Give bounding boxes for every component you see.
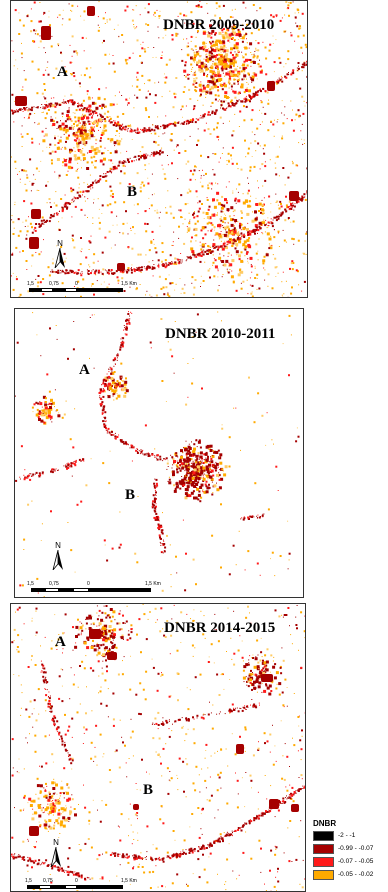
scale-tick: 0	[75, 878, 78, 884]
map-panel-2010-2011: DNBR 2010-2011 A B N 1,5 0,75 0 1,5 Km	[14, 308, 304, 598]
panel-title: DNBR 2009-2010	[163, 17, 275, 33]
dnbr-map-2010-2011	[15, 311, 300, 597]
scale-tick: 0,75	[49, 281, 59, 287]
north-label: N	[55, 541, 61, 550]
scale-bar: 1,5 0,75 0 1,5 Km	[25, 878, 137, 891]
scale-tick: 1,5 Km	[145, 581, 161, 587]
north-arrow-icon	[52, 550, 63, 570]
north-arrow-icon	[50, 847, 61, 867]
legend-item: -0.07 - -0.05	[313, 856, 388, 869]
scale-tick: 0	[75, 281, 78, 287]
panel-title: DNBR 2010-2011	[165, 326, 276, 342]
scale-tick: 0,75	[49, 581, 59, 587]
site-label-a: A	[55, 634, 66, 650]
legend-swatch	[313, 844, 334, 854]
scale-tick: 1,5	[25, 878, 32, 884]
scale-tick: 1,5 Km	[121, 878, 137, 884]
north-arrow: N	[49, 838, 63, 867]
panel-title: DNBR 2014-2015	[164, 620, 276, 636]
scale-bar: 1,5 0,75 0 1,5 Km	[27, 281, 137, 295]
scale-tick: 1,5	[27, 581, 34, 587]
legend-swatch	[313, 831, 334, 841]
north-arrow: N	[53, 239, 67, 268]
legend-swatch	[313, 857, 334, 867]
north-arrow: N	[51, 541, 65, 570]
north-label: N	[53, 838, 59, 847]
map-panel-2009-2010: DNBR 2009-2010 A B N 1,5 0,75 0 1,5 Km	[10, 0, 308, 298]
dnbr-map-2014-2015	[11, 604, 305, 891]
north-label: N	[57, 239, 63, 248]
legend-title: DNBR	[313, 819, 337, 828]
site-label-b: B	[125, 487, 136, 503]
legend-item: -0.99 - -0.07	[313, 843, 388, 856]
legend-label: -0.05 - -0.02	[338, 871, 374, 878]
site-label-a: A	[57, 64, 68, 80]
scale-tick: 0	[87, 581, 90, 587]
site-label-b: B	[127, 184, 138, 200]
dnbr-legend: DNBR -2 - -1 -0.99 - -0.07 -0.07 - -0.05…	[313, 819, 388, 882]
site-label-a: A	[79, 362, 90, 378]
scale-bar: 1,5 0,75 0 1,5 Km	[27, 581, 161, 595]
site-label-b: B	[143, 782, 154, 798]
legend-item: -2 - -1	[313, 830, 388, 843]
legend-label: -0.99 - -0.07	[338, 845, 374, 852]
legend-label: -2 - -1	[338, 832, 356, 839]
scale-tick: 0,75	[43, 878, 53, 884]
scale-tick: 1,5	[27, 281, 34, 287]
north-arrow-icon	[54, 248, 65, 268]
legend-item: -0.05 - -0.02	[313, 869, 388, 882]
scale-tick: 1,5 Km	[121, 281, 137, 287]
map-panel-2014-2015: DNBR 2014-2015 A B N 1,5 0,75 0 1,5 Km	[10, 603, 306, 892]
legend-swatch	[313, 870, 334, 880]
legend-label: -0.07 - -0.05	[338, 858, 374, 865]
